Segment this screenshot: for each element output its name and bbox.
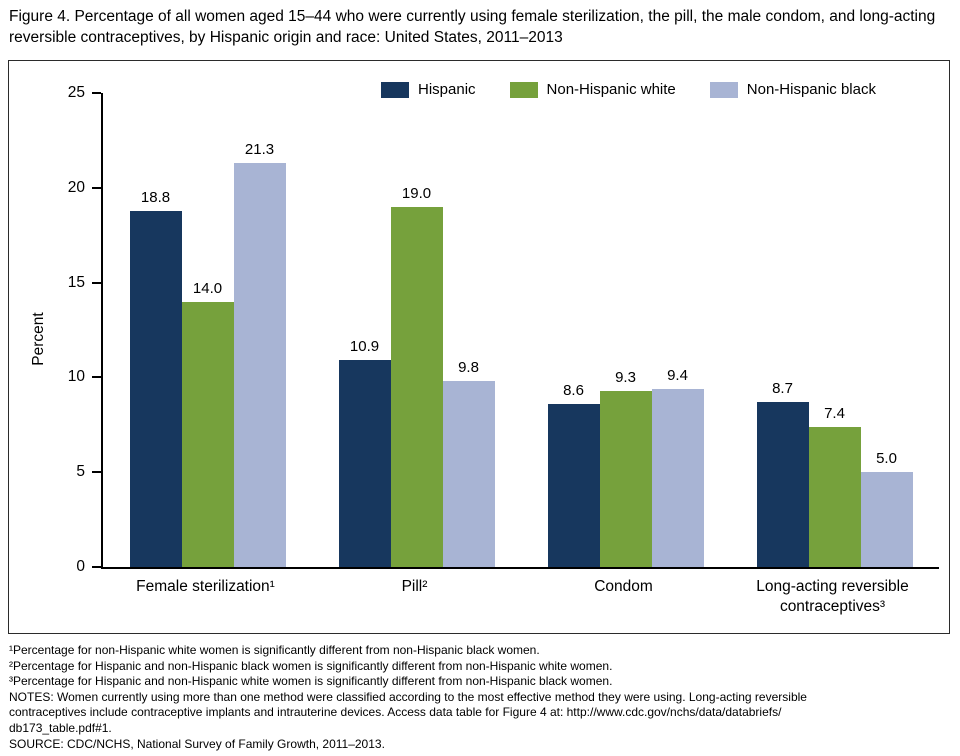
footnote-line: ²Percentage for Hispanic and non-Hispani… bbox=[9, 658, 613, 673]
y-tick-label: 10 bbox=[67, 368, 85, 386]
footnote-line: contraceptives include contraceptive imp… bbox=[9, 705, 782, 720]
legend-item: Non-Hispanic black bbox=[709, 81, 876, 98]
category-label: Condom bbox=[594, 578, 653, 595]
bar-value-label: 18.8 bbox=[140, 188, 171, 206]
legend-swatch bbox=[709, 81, 738, 98]
footnote-line: ³Percentage for Hispanic and non-Hispani… bbox=[9, 674, 613, 689]
bar: 9.8 bbox=[442, 359, 495, 567]
bar: 10.9 bbox=[338, 338, 391, 567]
y-tick bbox=[92, 471, 101, 474]
bar: 7.4 bbox=[808, 405, 861, 567]
legend-swatch bbox=[509, 81, 538, 98]
category-labels: Female sterilization¹ Pill² Condom Long-act… bbox=[101, 577, 937, 617]
chart-frame: Hispanic Non-Hispanic white Non-Hispanic b… bbox=[8, 60, 950, 634]
plot-area: 18.8 14.0 21.3 10.9 19.0 9.8 8.6 9.3 9.4 8.7 7.4 5.… bbox=[101, 93, 939, 569]
bar: 14.0 bbox=[181, 280, 234, 567]
legend-item: Non-Hispanic white bbox=[509, 81, 676, 98]
bar-value-label: 9.4 bbox=[667, 366, 688, 384]
category-label: Pill² bbox=[401, 578, 428, 595]
footnote-line: SOURCE: CDC/NCHS, National Survey of Fam… bbox=[9, 736, 385, 751]
bar: 19.0 bbox=[390, 185, 443, 567]
bar-value-label: 5.0 bbox=[876, 450, 897, 468]
bar-value-label: 19.0 bbox=[401, 184, 432, 202]
bar-value-label: 9.8 bbox=[458, 359, 479, 377]
y-tick-label: 5 bbox=[76, 463, 85, 481]
y-tick-label: 15 bbox=[67, 273, 85, 291]
bar-value-label: 9.3 bbox=[615, 368, 636, 386]
bar-group: 8.7 7.4 5.0 bbox=[730, 93, 939, 567]
bar: 18.8 bbox=[129, 189, 182, 567]
bar-group: 10.9 19.0 9.8 bbox=[312, 93, 521, 567]
bar-value-label: 7.4 bbox=[824, 404, 845, 422]
y-tick bbox=[92, 281, 101, 284]
bar-value-label: 14.0 bbox=[192, 279, 223, 297]
bar: 9.3 bbox=[599, 369, 652, 567]
y-tick-label: 25 bbox=[67, 84, 85, 101]
footnote-line: ¹Percentage for non-Hispanic white women… bbox=[9, 643, 540, 657]
y-tick bbox=[92, 376, 101, 379]
footnotes: ¹Percentage for non-Hispanic white women… bbox=[9, 643, 953, 752]
y-tick bbox=[92, 566, 101, 568]
footnote-line: db173_table.pdf#1. bbox=[9, 720, 112, 735]
category-label: Long-acting reversible contraceptives³ bbox=[756, 578, 909, 616]
y-tick-label: 0 bbox=[76, 558, 85, 575]
bar: 8.7 bbox=[756, 380, 809, 567]
bar-group: 18.8 14.0 21.3 bbox=[103, 93, 312, 567]
legend-label: Hispanic bbox=[418, 81, 476, 98]
bar-groups: 18.8 14.0 21.3 10.9 19.0 9.8 8.6 9.3 9.4 8.7 7.4 5.… bbox=[103, 93, 939, 567]
bar-value-label: 8.6 bbox=[563, 381, 584, 399]
footnote-line: NOTES: Women currently using more than o… bbox=[9, 689, 807, 704]
bar-group: 8.6 9.3 9.4 bbox=[521, 93, 730, 567]
bar-value-label: 10.9 bbox=[349, 338, 380, 356]
bar: 21.3 bbox=[233, 141, 286, 567]
category-label: Female sterilization¹ bbox=[136, 578, 275, 595]
legend-swatch bbox=[381, 81, 409, 98]
legend-label: Non-Hispanic black bbox=[746, 81, 876, 98]
y-tick bbox=[92, 92, 101, 94]
y-tick bbox=[92, 186, 101, 189]
y-tick-label: 20 bbox=[67, 178, 85, 196]
bar-value-label: 21.3 bbox=[244, 141, 275, 159]
legend: Hispanic Non-Hispanic white Non-Hispanic b… bbox=[381, 81, 876, 98]
bar-value-label: 8.7 bbox=[772, 380, 793, 398]
figure-title: Figure 4. Percentage of all women aged 1… bbox=[9, 8, 936, 46]
bar: 5.0 bbox=[860, 450, 913, 567]
bar: 8.6 bbox=[547, 382, 600, 567]
bar: 9.4 bbox=[651, 367, 704, 567]
legend-label: Non-Hispanic white bbox=[546, 81, 676, 98]
legend-item: Hispanic bbox=[381, 81, 476, 98]
